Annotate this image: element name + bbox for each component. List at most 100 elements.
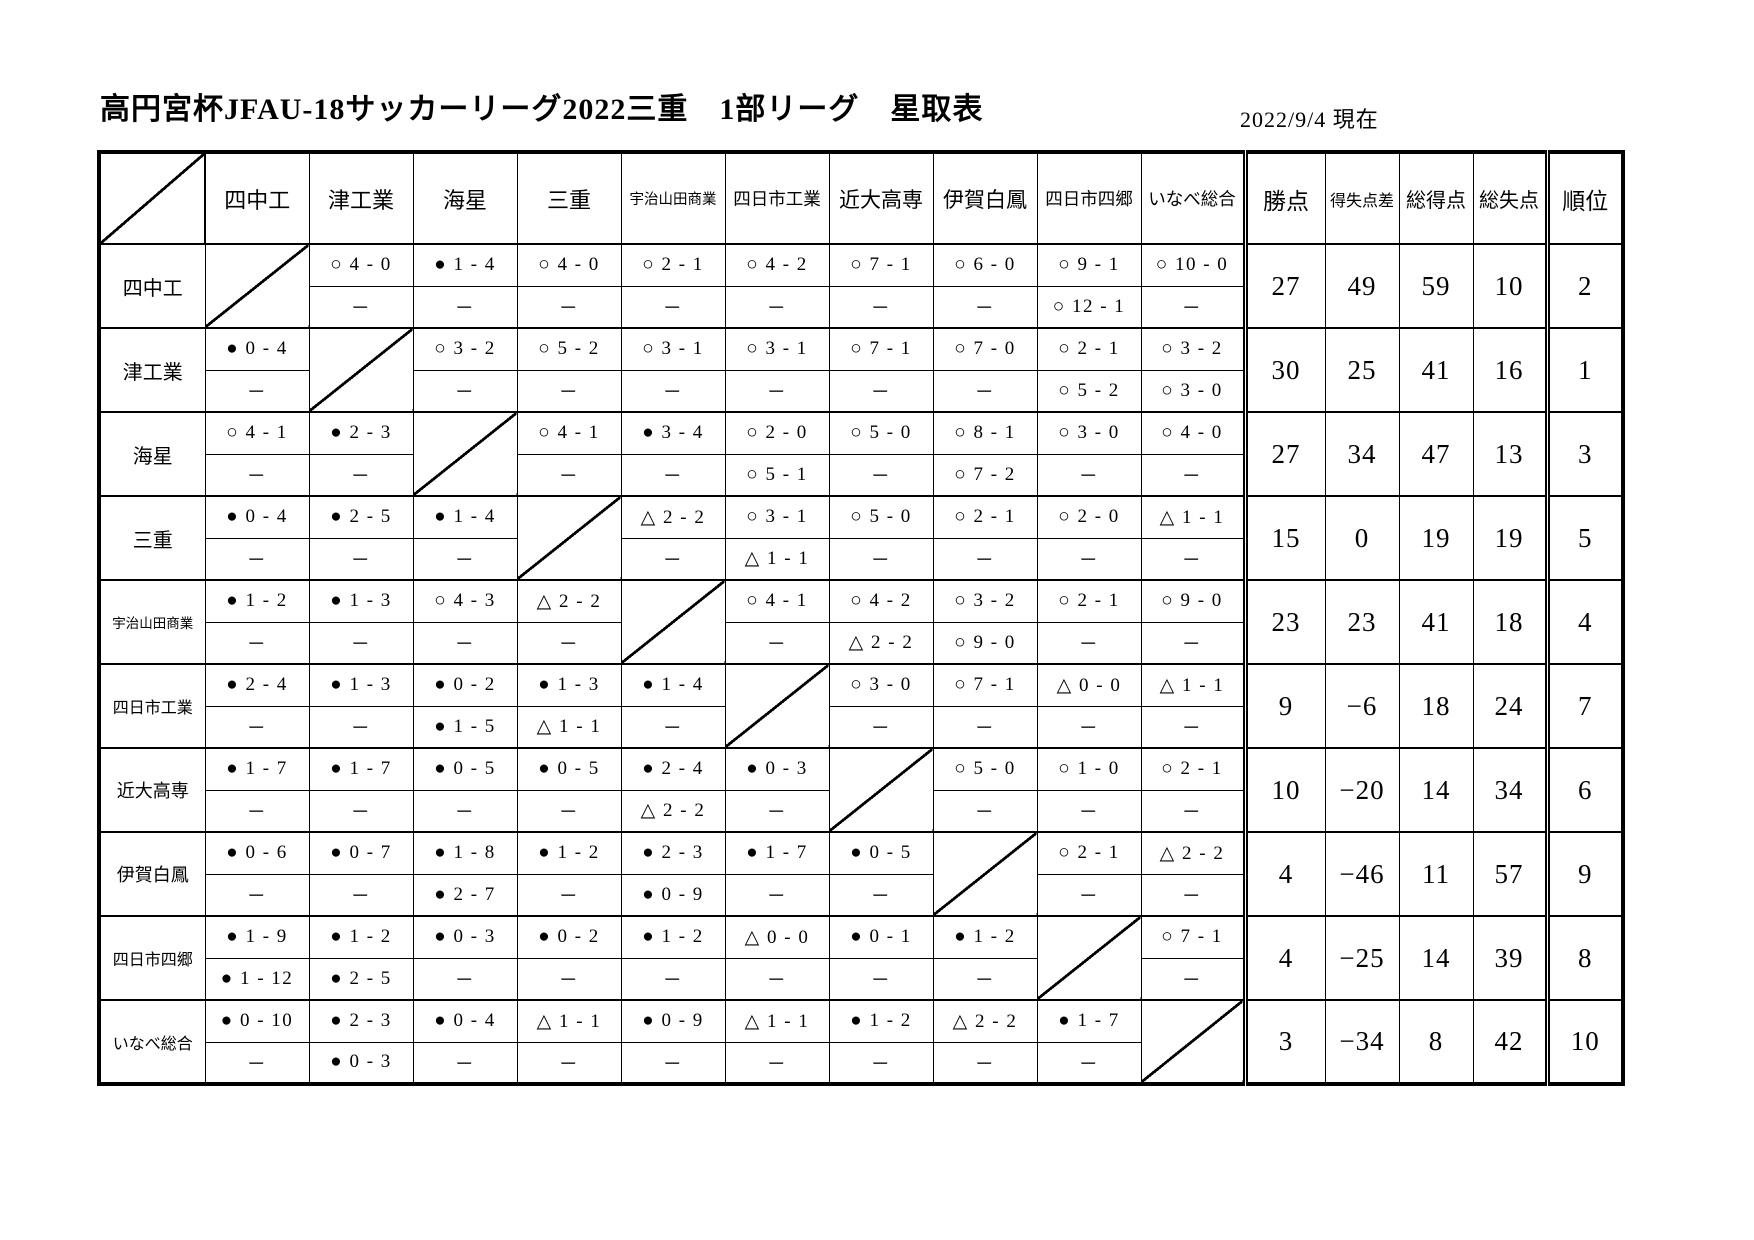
team-row-second-results: ● 1 - 12 ● 2 - 5 －－－－－－－: [99, 957, 1623, 1001]
stat-cell: 27: [1242, 243, 1326, 329]
result-cell-line1: ○ 3 - 1: [620, 327, 726, 371]
result-cell-line2: －: [932, 369, 1038, 413]
team-row: いなべ総合 ● 0 - 10 ● 2 - 3 ● 0 - 4 △ 1 - 1 ● 0 - …: [98, 999, 1624, 1085]
result-cell-line1: ● 0 - 3: [412, 915, 518, 959]
result-cell-line1: △ 0 - 0: [724, 915, 830, 959]
team-row-second-results: －－－－ △ 2 - 2 －－－－: [99, 789, 1623, 833]
result-cell-line2: －: [308, 453, 414, 497]
result-cell-line1: ○ 2 - 1: [1140, 747, 1246, 791]
result-cell-line2: －: [516, 789, 622, 833]
result-cell-line2: －: [308, 705, 414, 749]
result-cell-line1: △ 2 - 2: [932, 999, 1038, 1043]
result-cell-line2: －: [620, 1041, 726, 1085]
result-cell-line1: ● 0 - 4: [204, 495, 310, 539]
result-cell-line1: ○ 2 - 1: [932, 495, 1038, 539]
result-cell-line2: －: [204, 705, 310, 749]
result-cell-line2: －: [724, 789, 830, 833]
column-header-team: 津工業: [308, 151, 414, 245]
team-row: 三重 ● 0 - 4 ● 2 - 5 ● 1 - 4 △ 2 - 2 ○ 3 - 1 ○ 5…: [98, 495, 1624, 581]
stat-cell: 1: [1544, 327, 1624, 413]
team-row-second-results: －－ ● 1 - 5 △ 1 - 1 －－－－－: [99, 705, 1623, 749]
stat-cell: 25: [1324, 327, 1400, 413]
stat-cell: 14: [1398, 747, 1474, 833]
result-cell-line2: －: [412, 369, 518, 413]
stat-cell: 14: [1398, 915, 1474, 1001]
result-cell-line2: －: [724, 1041, 830, 1085]
result-cell-line2: －: [1140, 789, 1246, 833]
result-cell-line1: △ 0 - 0: [1036, 663, 1142, 707]
stat-cell: 23: [1242, 579, 1326, 665]
result-cell-line2: －: [516, 453, 622, 497]
result-cell-line2: ○ 5 - 2: [1036, 369, 1142, 413]
result-cell-line2: －: [932, 957, 1038, 1001]
result-cell-line2: －: [620, 705, 726, 749]
diagonal-self-cell: [620, 579, 726, 665]
stat-cell: 3: [1544, 411, 1624, 497]
row-header-team: 四中工: [98, 243, 206, 329]
result-cell-line1: ○ 4 - 2: [724, 243, 830, 287]
result-cell-line1: ● 2 - 4: [620, 747, 726, 791]
stat-cell: 59: [1398, 243, 1474, 329]
result-cell-line1: △ 2 - 2: [1140, 831, 1246, 875]
row-header-team: 四日市工業: [98, 663, 206, 749]
stat-cell: −46: [1324, 831, 1400, 917]
result-cell-line2: －: [516, 621, 622, 665]
result-cell-line2: －: [1036, 789, 1142, 833]
result-cell-line2: －: [620, 369, 726, 413]
diagonal-self-cell: [828, 747, 934, 833]
result-cell-line2: －: [1140, 705, 1246, 749]
result-cell-line2: －: [828, 285, 934, 329]
column-header-team: 四日市工業: [724, 151, 830, 245]
result-cell-line1: ● 3 - 4: [620, 411, 726, 455]
result-cell-line1: △ 1 - 1: [724, 999, 830, 1043]
result-cell-line2: ● 0 - 3: [308, 1041, 414, 1085]
result-cell-line1: ● 1 - 3: [308, 663, 414, 707]
result-cell-line2: △ 1 - 1: [724, 537, 830, 581]
result-cell-line1: ○ 10 - 0: [1140, 243, 1246, 287]
team-row: 四日市四郷 ● 1 - 9 ● 1 - 2 ● 0 - 3 ● 0 - 2 ● 1 - 2…: [98, 915, 1624, 1001]
result-cell-line2: －: [412, 537, 518, 581]
result-cell-line1: ○ 6 - 0: [932, 243, 1038, 287]
result-cell-line1: ○ 4 - 1: [724, 579, 830, 623]
result-cell-line2: －: [828, 705, 934, 749]
result-cell-line1: ○ 2 - 1: [620, 243, 726, 287]
diagonal-self-cell: [1036, 915, 1142, 1001]
result-cell-line2: －: [620, 285, 726, 329]
team-row: 海星 ○ 4 - 1 ● 2 - 3 ○ 4 - 1 ● 3 - 4 ○ 2 - 0 ○ 5…: [98, 411, 1624, 497]
result-cell-line2: －: [724, 285, 830, 329]
result-cell-line1: ● 1 - 4: [620, 663, 726, 707]
team-row: 宇治山田商業 ● 1 - 2 ● 1 - 3 ○ 4 - 3 △ 2 - 2 ○ 4 - …: [98, 579, 1624, 665]
result-cell-line2: －: [828, 873, 934, 917]
stat-cell: 18: [1398, 663, 1474, 749]
result-cell-line2: －: [724, 873, 830, 917]
result-cell-line2: ● 1 - 5: [412, 705, 518, 749]
stat-cell: 57: [1472, 831, 1548, 917]
stat-cell: 41: [1398, 579, 1474, 665]
stat-cell: 23: [1324, 579, 1400, 665]
column-header-team: 海星: [412, 151, 518, 245]
stat-cell: 6: [1544, 747, 1624, 833]
result-cell-line1: ○ 5 - 2: [516, 327, 622, 371]
result-cell-line2: ○ 12 - 1: [1036, 285, 1142, 329]
stat-cell: 16: [1472, 327, 1548, 413]
stat-cell: 15: [1242, 495, 1326, 581]
result-cell-line2: －: [412, 957, 518, 1001]
stat-cell: 41: [1398, 327, 1474, 413]
diagonal-self-cell: [308, 327, 414, 413]
stat-cell: 13: [1472, 411, 1548, 497]
result-cell-line2: △ 2 - 2: [828, 621, 934, 665]
result-cell-line2: －: [1140, 957, 1246, 1001]
stat-cell: 11: [1398, 831, 1474, 917]
team-row-second-results: － ● 0 - 3 －－－－－－－: [99, 1041, 1623, 1085]
result-cell-line1: ● 0 - 5: [516, 747, 622, 791]
team-row: 四日市工業 ● 2 - 4 ● 1 - 3 ● 0 - 2 ● 1 - 3 ● 1 - 4…: [98, 663, 1624, 749]
stat-cell: 19: [1472, 495, 1548, 581]
column-header-team: 三重: [516, 151, 622, 245]
result-cell-line1: △ 2 - 2: [620, 495, 726, 539]
result-cell-line1: ● 1 - 7: [724, 831, 830, 875]
result-cell-line2: －: [204, 621, 310, 665]
result-cell-line2: －: [204, 369, 310, 413]
result-cell-line1: ○ 3 - 2: [1140, 327, 1246, 371]
stat-cell: 24: [1472, 663, 1548, 749]
result-cell-line1: ● 1 - 2: [620, 915, 726, 959]
